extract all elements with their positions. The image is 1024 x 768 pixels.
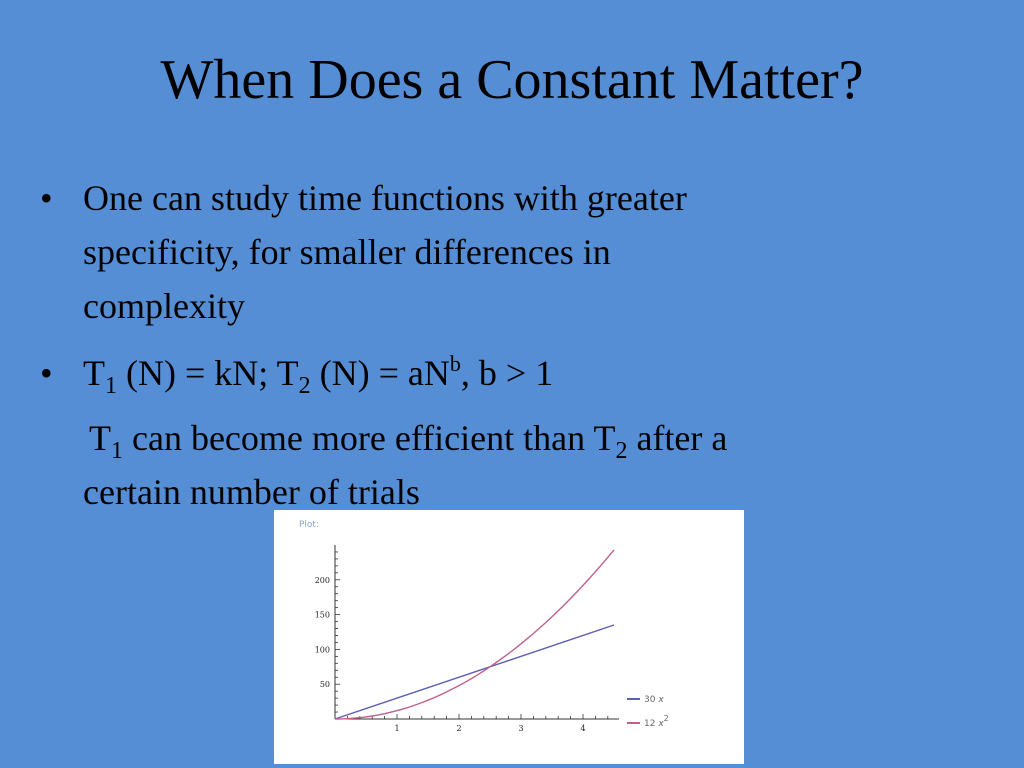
y-tick-label: 200 <box>315 576 330 585</box>
series-line <box>334 549 615 720</box>
chart-axes: 1 2 3 4 50 100 150 200 <box>315 545 619 733</box>
continuation-part: can become more efficient than T <box>123 418 616 458</box>
legend-exponent: 2 <box>664 714 669 723</box>
y-tick-label: 100 <box>315 645 330 654</box>
plot-caption: Plot: <box>299 520 319 530</box>
x-tick-label: 2 <box>456 724 461 733</box>
series-line <box>334 624 615 720</box>
formula-text: T1 (N) = kN; T2 (N) = aNb, b > 1 <box>83 346 903 400</box>
bullet-marker: • <box>40 353 53 393</box>
slide-title: When Does a Constant Matter? <box>160 49 864 111</box>
legend-coefficient: 30 <box>644 695 658 705</box>
bullet-line: One can study time functions with greate… <box>83 178 687 218</box>
chart-legend: 30 x12 x2 <box>627 695 669 729</box>
exponent-b: b <box>449 351 461 376</box>
x-tick-label: 1 <box>394 724 399 733</box>
t1-symbol: T <box>89 418 111 458</box>
plot-panel: Plot: 1 2 3 4 50 100 150 200 30 x 12 x2 <box>274 510 744 764</box>
continuation-line: certain number of trials <box>83 472 420 512</box>
legend-entry: 12 x2 <box>644 714 669 729</box>
continuation-line: T1 can become more efficient than T2 aft… <box>89 411 963 465</box>
formula-part: (N) = aN <box>310 353 450 393</box>
t2-subscript: 2 <box>298 373 311 399</box>
y-tick-label: 150 <box>315 611 330 620</box>
x-tick-label: 4 <box>580 724 585 733</box>
bullet-line: complexity <box>83 286 245 326</box>
bullet-marker: • <box>40 178 53 218</box>
x-tick-label: 3 <box>518 724 523 733</box>
legend-variable: x <box>657 719 664 729</box>
y-tick-label: 50 <box>320 680 330 689</box>
t1-symbol: T <box>83 353 105 393</box>
bullet-line: specificity, for smaller differences in <box>83 232 611 272</box>
formula-part: , b > 1 <box>460 353 554 393</box>
t1-subscript: 1 <box>111 438 123 464</box>
t2-subscript: 2 <box>615 438 628 464</box>
legend-coefficient: 12 <box>644 719 658 729</box>
continuation-text: T1 can become more efficient than T2 aft… <box>83 411 963 519</box>
formula-part: (N) = kN; T <box>117 353 299 393</box>
chart-series <box>334 549 615 720</box>
legend-entry: 30 x <box>644 695 664 705</box>
legend-variable: x <box>657 695 664 705</box>
continuation-part: after a <box>627 418 728 458</box>
t1-subscript: 1 <box>105 373 117 399</box>
bullet-text: One can study time functions with greate… <box>83 171 903 333</box>
